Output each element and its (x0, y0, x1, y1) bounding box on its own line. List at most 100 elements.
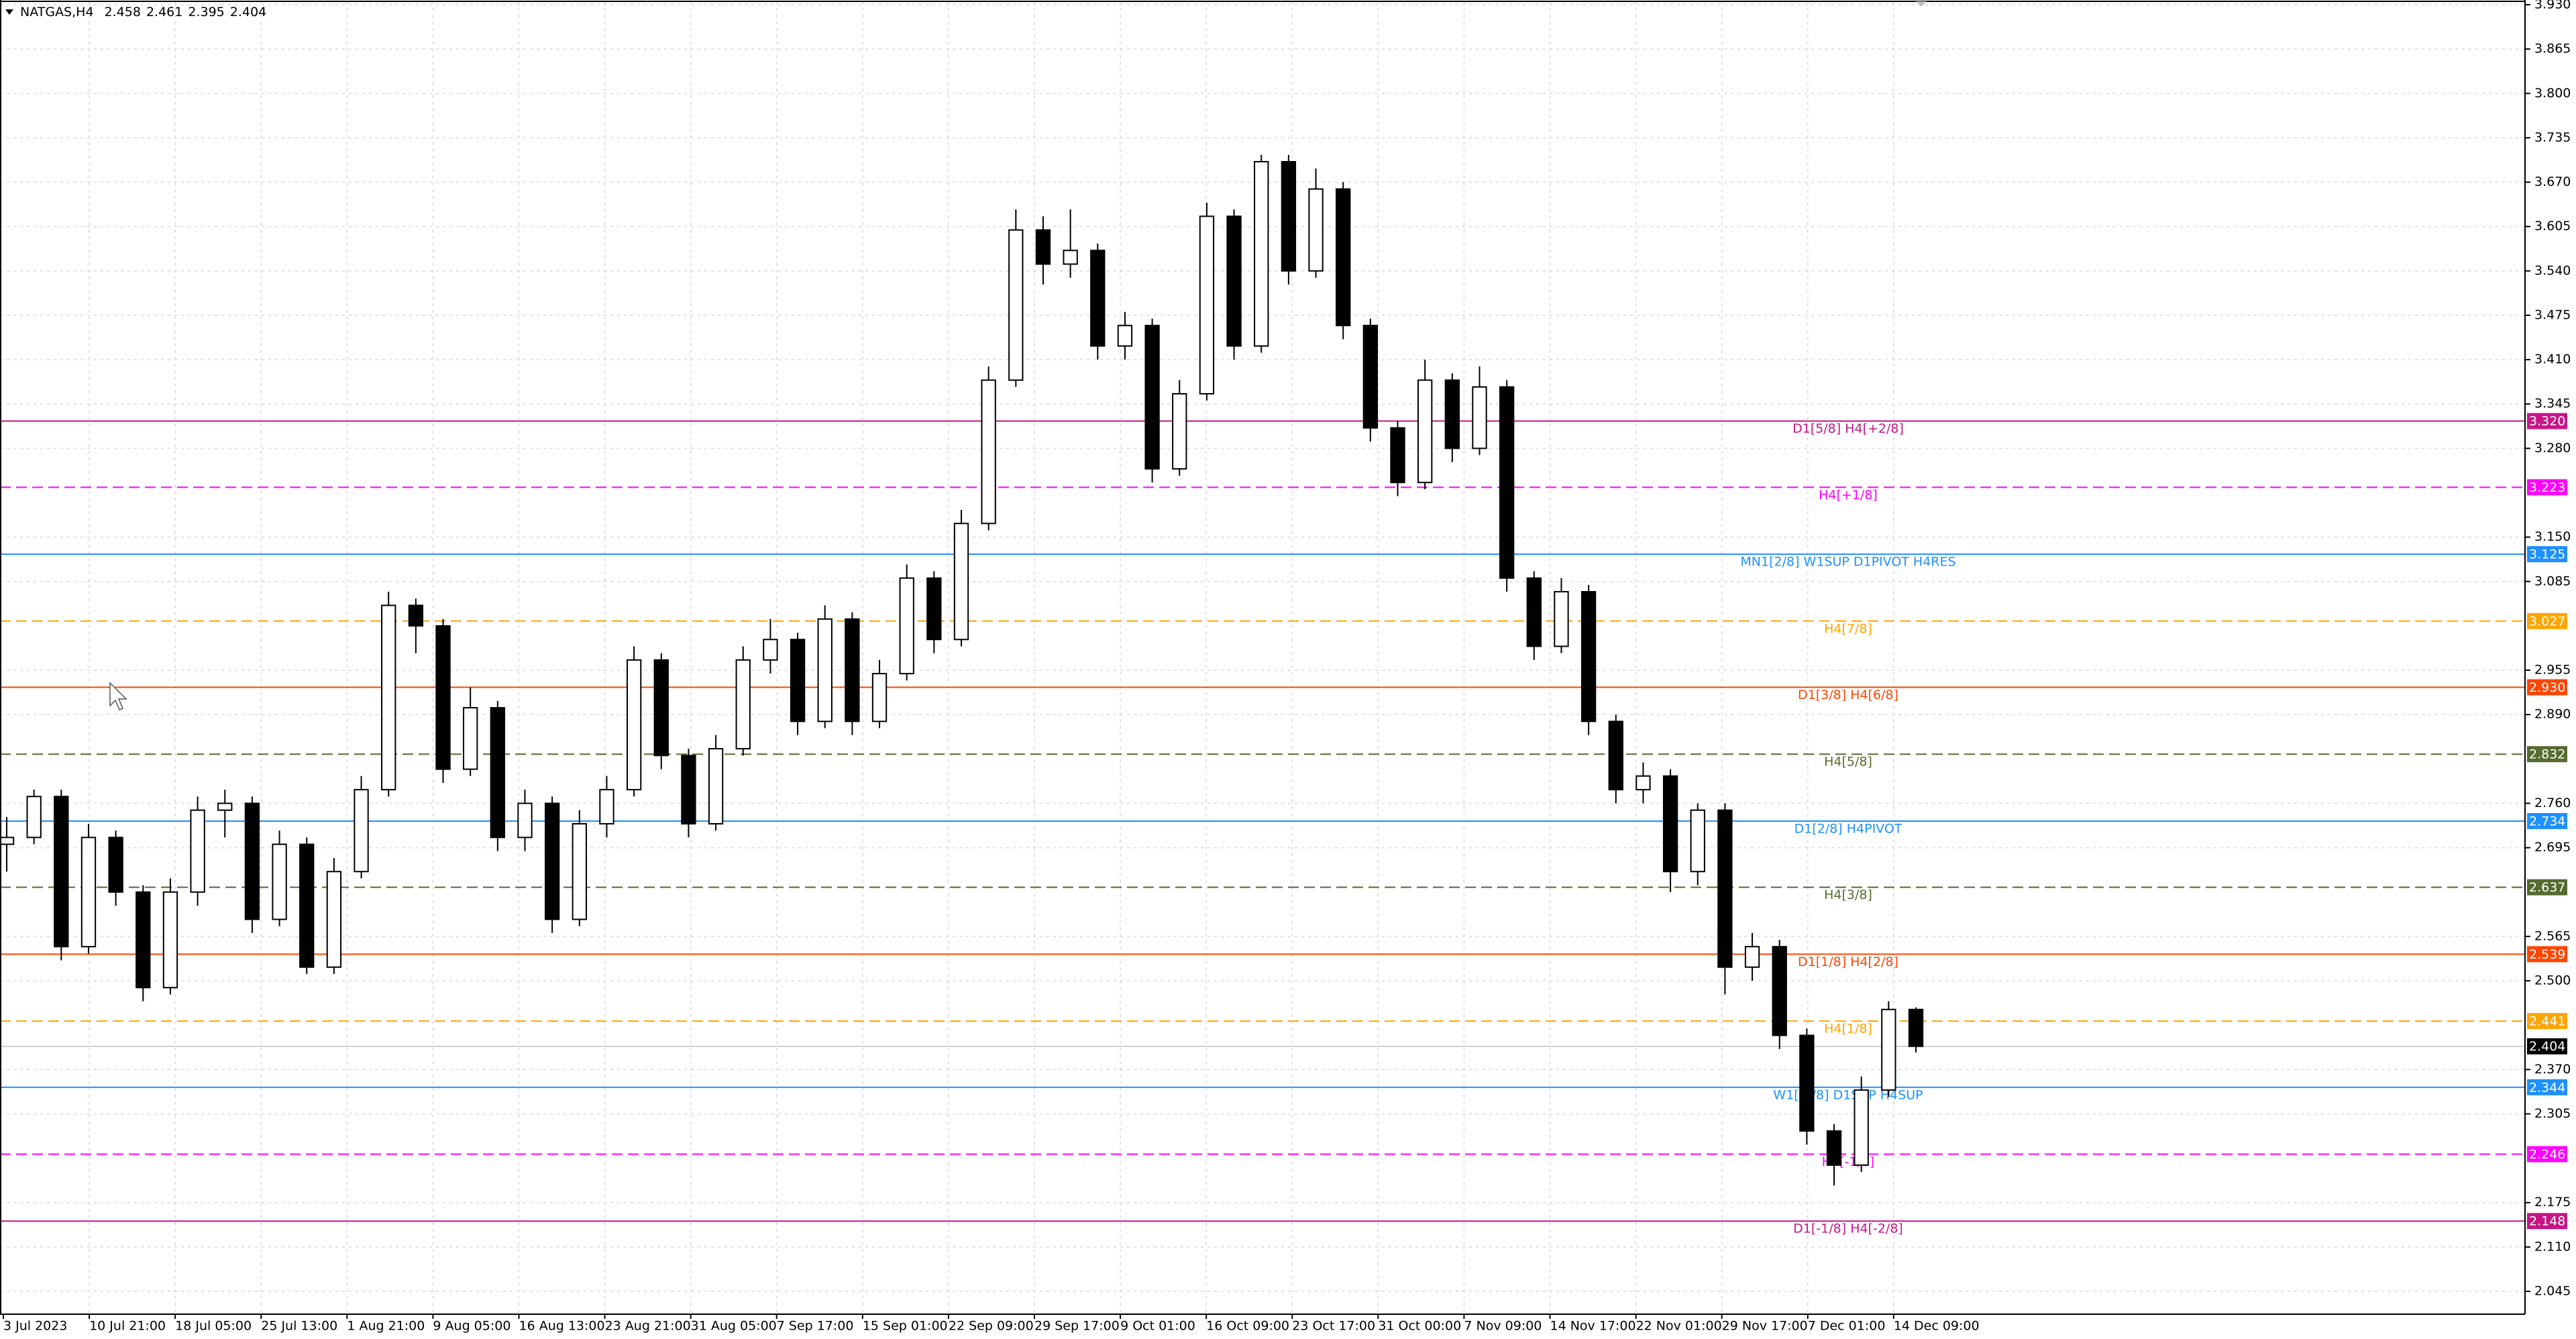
candle-body (544, 802, 560, 920)
y-tick-label: 2.110 (2534, 1239, 2571, 1254)
candle-body (871, 673, 888, 722)
candle-body (1308, 188, 1324, 272)
level-price-box (2527, 1146, 2567, 1163)
x-tick-label: 31 Aug 05:00 (691, 1319, 777, 1334)
candle-body (326, 871, 342, 968)
level-price-label: 3.223 (2529, 480, 2565, 495)
header-value: 2.395 (188, 5, 224, 19)
candle-body (681, 755, 696, 825)
symbol: NATGAS,H4 (20, 5, 94, 19)
level-price-label: 2.539 (2529, 947, 2565, 962)
candle-body (1908, 1008, 1924, 1047)
candle-body (1717, 809, 1733, 968)
last-price-label: 2.404 (2529, 1039, 2565, 1054)
x-tick-label: 10 Jul 21:00 (89, 1319, 166, 1334)
y-tick-label: 3.800 (2534, 86, 2571, 101)
level-text: MN1[2/8] W1SUP D1PIVOT H4RES (1740, 555, 1955, 570)
mouse-cursor (109, 682, 127, 710)
level-price-label: 2.441 (2529, 1014, 2565, 1029)
y-tick-label: 2.175 (2534, 1195, 2571, 1210)
candle-body (1854, 1089, 1869, 1166)
x-tick-label: 9 Oct 01:00 (1120, 1319, 1195, 1334)
candle-body (435, 625, 451, 770)
y-tick-label: 3.670 (2534, 174, 2571, 189)
header: NATGAS,H4 2.458 2.461 2.395 2.404 (5, 5, 266, 19)
candle-body (899, 577, 914, 675)
level-price-label: 2.734 (2529, 814, 2565, 828)
candle-body (1008, 229, 1024, 381)
candle-body (381, 604, 396, 791)
candle-body (1336, 188, 1351, 327)
candle-body (1281, 161, 1297, 272)
menu-arrow[interactable] (5, 9, 13, 15)
candle-body (735, 659, 751, 750)
level-text: H4[3/8] (1824, 888, 1872, 902)
candle-body (26, 796, 42, 839)
level-price-label: 2.148 (2529, 1214, 2565, 1229)
level-text: H4[1/8] (1824, 1022, 1872, 1036)
candle-body (1772, 946, 1787, 1036)
candle-body (1826, 1130, 1842, 1166)
candle-body (981, 379, 996, 525)
candles (0, 154, 1924, 1186)
level-price-box (2527, 413, 2567, 429)
level-text: D1[1/8] H4[2/8] (1798, 955, 1898, 969)
level-text: W1[-1/8] D1SUP H4SUP (1773, 1087, 1923, 1102)
candle-body (1799, 1034, 1815, 1132)
x-tick-label: 7 Sep 17:00 (777, 1319, 854, 1334)
x-tick-label: 23 Aug 21:00 (605, 1319, 691, 1334)
x-tick-label: 7 Nov 09:00 (1464, 1319, 1542, 1334)
level-price-label: 2.246 (2529, 1147, 2565, 1162)
shift-marker[interactable] (1916, 1, 1927, 7)
header-value: 2.458 (105, 5, 141, 19)
y-tick-label: 2.955 (2534, 663, 2571, 678)
candle-body (1444, 379, 1460, 449)
candle-body (1881, 1008, 1896, 1091)
level-price-label: 2.637 (2529, 880, 2565, 895)
candle-body (217, 802, 233, 811)
level-text: D1[-1/8] H4[-2/8] (1793, 1222, 1903, 1236)
header-value: 2.404 (230, 5, 266, 19)
x-tick-label: 29 Nov 17:00 (1722, 1319, 1808, 1334)
y-tick-label: 3.735 (2534, 130, 2571, 145)
candle-body (1172, 392, 1187, 470)
level-price-label: 2.832 (2529, 747, 2565, 762)
x-tick-label: 9 Aug 05:00 (433, 1319, 511, 1334)
candle-body (653, 659, 669, 757)
level-text: D1[5/8] H4[+2/8] (1792, 421, 1904, 436)
level-text: H4[5/8] (1824, 755, 1872, 769)
level-price-box (2527, 1213, 2567, 1230)
level-text: H4[7/8] (1824, 621, 1872, 636)
level-price-box (2527, 479, 2567, 496)
candle-body (817, 618, 833, 722)
candle-body (1608, 720, 1623, 791)
x-tick-label: 23 Oct 17:00 (1292, 1319, 1375, 1334)
level-price-label: 2.930 (2529, 680, 2565, 695)
candle-body (490, 707, 505, 839)
candle-body (1063, 250, 1078, 265)
level-price-box (2527, 679, 2567, 696)
x-tick-label: 25 Jul 13:00 (261, 1319, 337, 1334)
x-tick-label: 3 Jul 2023 (3, 1319, 67, 1334)
y-tick-label: 2.695 (2534, 840, 2571, 855)
candle-body (845, 618, 860, 722)
candle-body (1362, 325, 1379, 429)
x-tick-label: 18 Jul 05:00 (175, 1319, 252, 1334)
candle-body (0, 837, 15, 845)
y-tick-label: 3.865 (2534, 42, 2571, 56)
level-price-box (2527, 1079, 2567, 1095)
level-price-box (2527, 546, 2567, 563)
y-tick-label: 3.345 (2534, 396, 2571, 411)
x-tick-label: 31 Oct 00:00 (1378, 1319, 1461, 1334)
level-price-box (2527, 1013, 2567, 1030)
x-tick-label: 16 Aug 13:00 (519, 1319, 604, 1334)
candle-body (1690, 809, 1705, 873)
candle-body (1635, 775, 1651, 791)
candle-body (299, 843, 315, 968)
y-tick-label: 2.370 (2534, 1062, 2571, 1077)
y-tick-label: 2.305 (2534, 1106, 2571, 1121)
level-text: D1[2/8] H4PIVOT (1794, 821, 1902, 836)
level-price-box (2527, 946, 2567, 963)
